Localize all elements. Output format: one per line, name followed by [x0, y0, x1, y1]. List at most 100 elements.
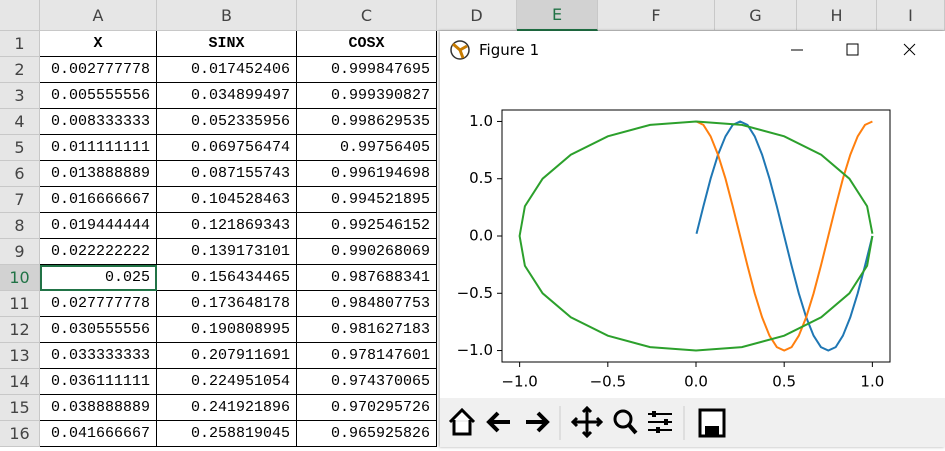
window-controls	[791, 43, 916, 56]
cell[interactable]: 0.190808995	[157, 317, 297, 343]
forward-button[interactable]	[526, 411, 550, 433]
cell[interactable]: 0.011111111	[40, 135, 157, 161]
column-header[interactable]: D	[437, 0, 517, 31]
cell[interactable]: 0.992546152	[297, 213, 437, 239]
cell[interactable]: 0.121869343	[157, 213, 297, 239]
cell[interactable]: 0.965925826	[297, 421, 437, 447]
x-tick-label: −1.0	[501, 373, 537, 391]
cell[interactable]: 0.224951054	[157, 369, 297, 395]
maximize-button[interactable]	[846, 43, 859, 56]
pan-button[interactable]	[570, 405, 604, 439]
y-tick-label: −1.0	[457, 341, 493, 359]
series-line	[696, 120, 873, 352]
cell[interactable]: 0.008333333	[40, 109, 157, 135]
cell[interactable]: 0.99756405	[297, 135, 437, 161]
y-tick-label: 0.5	[469, 169, 493, 187]
cell[interactable]: 0.139173101	[157, 239, 297, 265]
row-header[interactable]: 12	[0, 317, 40, 343]
cell[interactable]: 0.036111111	[40, 369, 157, 395]
x-tick-label: 1.0	[860, 373, 884, 391]
cell[interactable]: 0.027777778	[40, 291, 157, 317]
row-header[interactable]: 11	[0, 291, 40, 317]
row-header[interactable]: 4	[0, 109, 40, 135]
cell[interactable]: 0.069756474	[157, 135, 297, 161]
cell[interactable]: 0.087155743	[157, 161, 297, 187]
home-button[interactable]	[448, 407, 476, 436]
app-icon	[450, 40, 470, 60]
cell[interactable]: COSX	[297, 31, 437, 57]
cell[interactable]: 0.974370065	[297, 369, 437, 395]
cell[interactable]: 0.034899497	[157, 83, 297, 109]
cell[interactable]: 0.241921896	[157, 395, 297, 421]
column-header[interactable]: C	[297, 0, 437, 31]
cell[interactable]: 0.019444444	[40, 213, 157, 239]
cell[interactable]: X	[40, 31, 157, 57]
row-header[interactable]: 15	[0, 395, 40, 421]
column-header[interactable]: F	[598, 0, 715, 31]
row-header[interactable]: 6	[0, 161, 40, 187]
cell[interactable]: 0.996194698	[297, 161, 437, 187]
cell[interactable]: 0.005555556	[40, 83, 157, 109]
cell[interactable]: 0.025	[40, 265, 157, 291]
cell[interactable]: 0.041666667	[40, 421, 157, 447]
cell[interactable]: 0.017452406	[157, 57, 297, 83]
corner[interactable]	[0, 0, 40, 31]
column-header[interactable]: B	[157, 0, 297, 31]
row-header[interactable]: 2	[0, 57, 40, 83]
cell[interactable]: 0.994521895	[297, 187, 437, 213]
cell[interactable]: SINX	[157, 31, 297, 57]
cell[interactable]: 0.207911691	[157, 343, 297, 369]
cell[interactable]: 0.173648178	[157, 291, 297, 317]
save-button[interactable]	[698, 408, 726, 438]
cell[interactable]: 0.999390827	[297, 83, 437, 109]
row-header[interactable]: 14	[0, 369, 40, 395]
cell[interactable]: 0.981627183	[297, 317, 437, 343]
back-button[interactable]	[486, 411, 510, 433]
column-header[interactable]: E	[517, 0, 598, 31]
column-header[interactable]: I	[877, 0, 945, 31]
cell[interactable]: 0.984807753	[297, 291, 437, 317]
cell[interactable]: 0.978147601	[297, 343, 437, 369]
column-header[interactable]: G	[715, 0, 797, 31]
cell[interactable]: 0.104528463	[157, 187, 297, 213]
row-header[interactable]: 13	[0, 343, 40, 369]
row-header[interactable]: 9	[0, 239, 40, 265]
title-bar: Figure 1	[440, 31, 945, 69]
cell[interactable]: 0.052335956	[157, 109, 297, 135]
cell[interactable]: 0.022222222	[40, 239, 157, 265]
series-line	[518, 120, 874, 352]
y-tick-label: 0.0	[469, 227, 493, 245]
cell[interactable]: 0.016666667	[40, 187, 157, 213]
row-header[interactable]: 10	[0, 265, 40, 291]
y-tick-label: −0.5	[457, 284, 493, 302]
x-tick-label: −0.5	[590, 373, 626, 391]
configure-button[interactable]	[648, 411, 672, 433]
row-header[interactable]: 8	[0, 213, 40, 239]
column-header[interactable]: H	[797, 0, 877, 31]
cell[interactable]: 0.030555556	[40, 317, 157, 343]
window-title: Figure 1	[479, 41, 540, 59]
cell[interactable]: 0.998629535	[297, 109, 437, 135]
cell[interactable]: 0.987688341	[297, 265, 437, 291]
cell[interactable]: 0.990268069	[297, 239, 437, 265]
cell[interactable]: 0.970295726	[297, 395, 437, 421]
cell[interactable]: 0.156434465	[157, 265, 297, 291]
cell[interactable]: 0.033333333	[40, 343, 157, 369]
row-header[interactable]: 16	[0, 421, 40, 447]
close-button[interactable]	[903, 43, 916, 56]
zoom-button[interactable]	[613, 409, 638, 435]
row-header[interactable]: 7	[0, 187, 40, 213]
cell[interactable]: 0.038888889	[40, 395, 157, 421]
series-line	[695, 120, 874, 352]
cell[interactable]: 0.999847695	[297, 57, 437, 83]
row-header[interactable]: 1	[0, 31, 40, 57]
column-header[interactable]: A	[40, 0, 157, 31]
cell[interactable]: 0.258819045	[157, 421, 297, 447]
row-header[interactable]: 3	[0, 83, 40, 109]
cell[interactable]: 0.013888889	[40, 161, 157, 187]
cell[interactable]: 0.002777778	[40, 57, 157, 83]
row-header[interactable]: 5	[0, 135, 40, 161]
x-tick-label: 0.5	[772, 373, 796, 391]
axes-frame	[501, 109, 891, 363]
